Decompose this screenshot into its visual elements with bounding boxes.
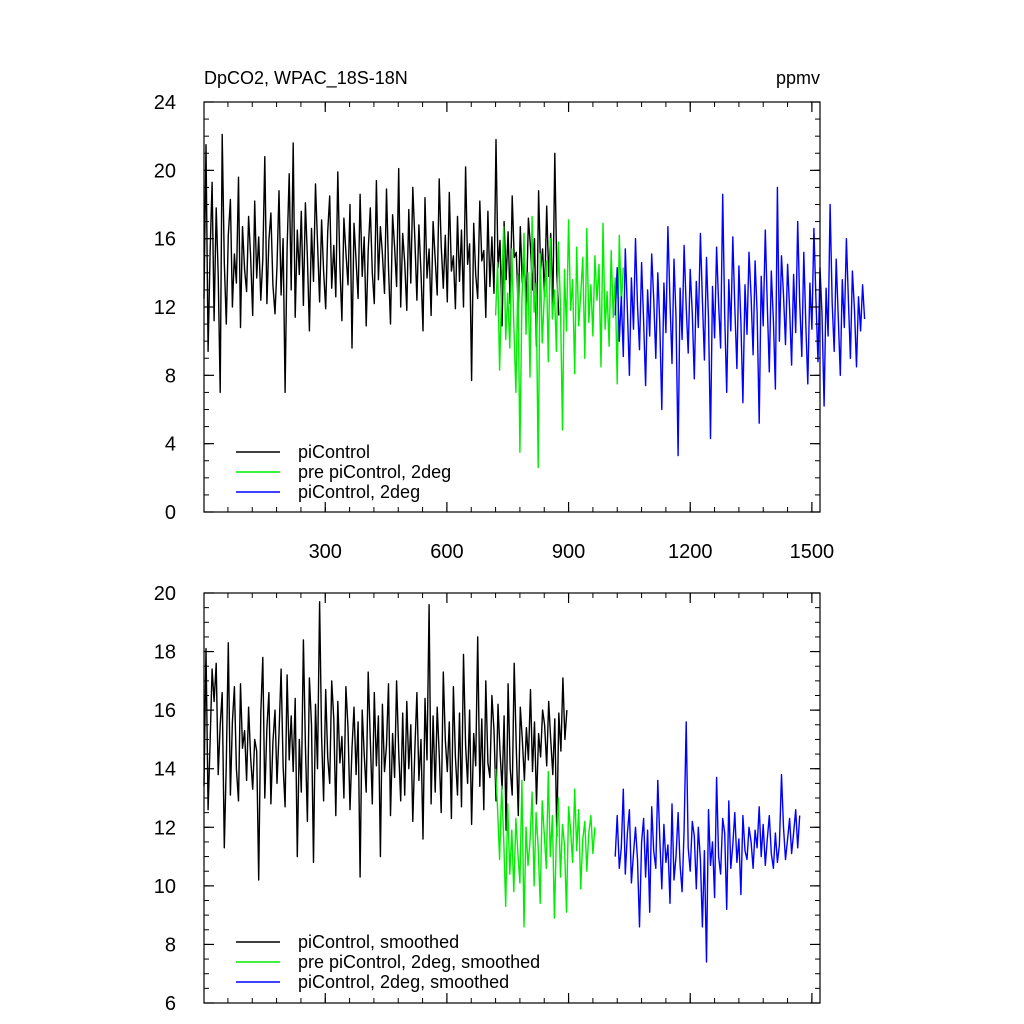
y-tick-label: 12 — [154, 297, 176, 319]
x-tick-label: 600 — [430, 541, 463, 563]
y-tick-label: 16 — [154, 700, 176, 722]
series-line-0-0 — [203, 133, 560, 394]
y-tick-label: 10 — [154, 876, 176, 898]
x-tick-label: 1500 — [790, 541, 835, 563]
legend-label: piControl, 2deg, smoothed — [298, 972, 509, 992]
y-tick-label: 12 — [154, 817, 176, 839]
series-line-0-2 — [614, 186, 866, 457]
y-tick-label: 8 — [165, 365, 176, 387]
y-tick-label: 8 — [165, 934, 176, 956]
y-tick-label: 20 — [154, 160, 176, 182]
y-tick-label: 4 — [165, 434, 176, 456]
legend-label: piControl, smoothed — [298, 932, 459, 952]
legend-label: piControl — [298, 442, 370, 462]
legend-label: piControl, 2deg — [298, 482, 420, 502]
legend-label: pre piControl, 2deg, smoothed — [298, 952, 540, 972]
top-panel: 0 4 8 12 16 20 24 300 600 900 1200 1500 piControlpre… — [154, 92, 866, 563]
legend-label: pre piControl, 2deg — [298, 462, 451, 482]
y-tick-label: 16 — [154, 229, 176, 251]
y-tick-label: 6 — [165, 993, 176, 1015]
y-tick-label: 18 — [154, 642, 176, 664]
series-line-0-1 — [494, 215, 624, 469]
y-tick-label: 14 — [154, 759, 176, 781]
x-tick-label: 300 — [309, 541, 342, 563]
y-tick-label: 0 — [165, 502, 176, 524]
series-line-1-0 — [203, 601, 568, 881]
x-tick-label: 1200 — [668, 541, 713, 563]
units-label: ppmv — [776, 68, 820, 88]
y-tick-label: 20 — [154, 583, 176, 605]
series-line-1-2 — [614, 721, 801, 963]
series-line-1-1 — [494, 768, 596, 928]
plot-title: DpCO2, WPAC_18S-18N — [204, 68, 408, 89]
x-tick-label: 900 — [552, 541, 585, 563]
y-tick-label: 24 — [154, 92, 176, 114]
